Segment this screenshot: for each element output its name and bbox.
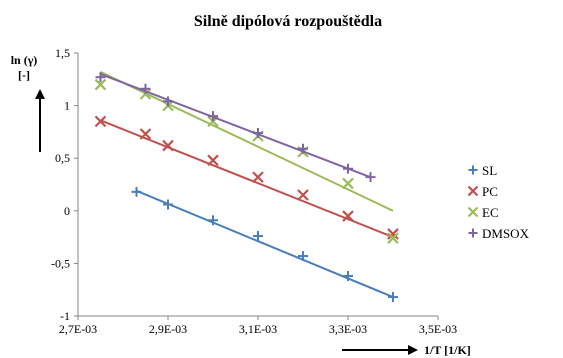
- data-point-dmsox: [343, 163, 353, 174]
- data-point-pc: [387, 228, 399, 240]
- y-axis-unit-label: [-]: [18, 68, 30, 82]
- y-axis-label: ln (γ): [11, 53, 38, 67]
- y-tick-label: 0: [64, 204, 70, 218]
- legend-marker-sl: [468, 165, 478, 175]
- data-point-sl: [131, 186, 142, 197]
- data-point-dmsox: [298, 143, 308, 154]
- data-point-sl: [388, 292, 398, 303]
- legend-marker-ec: [467, 206, 479, 218]
- data-point-sl: [253, 231, 263, 242]
- data-point-dmsox: [208, 111, 218, 122]
- data-point-dmsox: [253, 127, 263, 138]
- data-point-ec: [387, 232, 399, 244]
- data-point-ec: [342, 177, 354, 190]
- plot-area: -1 -0,5 0 0,5 1 1,5 2,7E-03 2,9E-03 3,1E-03 3,3E-…: [51, 46, 457, 336]
- data-point-pc: [139, 128, 152, 140]
- data-point-dmsox: [95, 72, 106, 83]
- x-tick-label: 3,1E-03: [239, 322, 277, 336]
- data-point-sl: [163, 199, 173, 210]
- legend-label-sl: SL: [482, 163, 497, 178]
- data-point-dmsox: [163, 96, 173, 107]
- x-tick-label: 2,9E-03: [149, 322, 187, 336]
- data-point-dmsox: [365, 172, 376, 183]
- y-tick-label: 0,5: [55, 151, 70, 165]
- data-point-sl: [298, 251, 308, 262]
- legend-label-dmsox: DMSOX: [482, 226, 530, 241]
- x-axis-label: 1/T [1/K]: [424, 343, 471, 357]
- y-tick-label: 1: [64, 99, 70, 113]
- y-axis-arrow: [35, 89, 45, 152]
- legend-marker-pc: [467, 185, 479, 197]
- x-tick-label: 2,7E-03: [59, 322, 97, 336]
- data-point-pc: [297, 189, 309, 201]
- data-point-pc: [94, 115, 107, 128]
- legend: SL PC EC DMSOX: [467, 163, 530, 241]
- data-point-sl: [343, 271, 353, 282]
- trendline-pc: [100, 119, 394, 239]
- data-point-ec: [94, 78, 107, 91]
- data-point-sl: [208, 215, 218, 226]
- y-tick-label: 1,5: [55, 46, 70, 60]
- legend-label-pc: PC: [482, 184, 498, 199]
- x-tick-label: 3,3E-03: [329, 322, 367, 336]
- data-point-pc: [162, 139, 174, 152]
- data-point-pc: [207, 154, 219, 167]
- x-axis-arrow: [342, 345, 418, 355]
- legend-label-ec: EC: [482, 205, 499, 220]
- chart-title: Silně dipólová rozpouštědla: [194, 13, 382, 30]
- x-tick-label: 3,5E-03: [419, 322, 457, 336]
- data-point-dmsox: [140, 83, 151, 94]
- legend-marker-dmsox: [468, 228, 478, 238]
- y-tick-label: -0,5: [51, 256, 70, 270]
- data-point-pc: [252, 171, 264, 183]
- trendline-sl: [136, 189, 394, 298]
- data-point-pc: [342, 210, 354, 222]
- y-tick-label: -1: [60, 309, 70, 323]
